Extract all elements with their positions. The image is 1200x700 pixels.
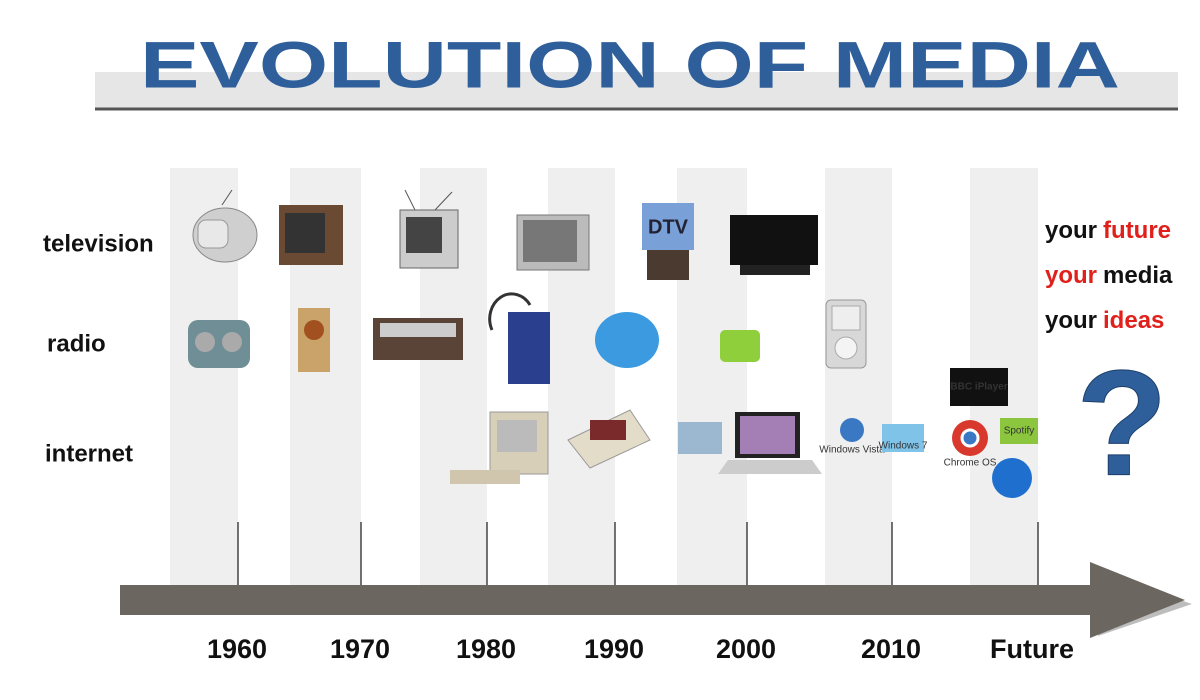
year-label: Future [990, 634, 1074, 664]
stripe [825, 168, 892, 598]
logo-text: Windows 7 [879, 441, 928, 452]
year-label: 1960 [207, 634, 267, 664]
slogan-word: your [1045, 262, 1097, 289]
title-band [95, 72, 1178, 108]
year-label: 1980 [456, 634, 516, 664]
slogan: your media [1045, 262, 1173, 289]
slogan: your future [1045, 217, 1171, 244]
title: EVOLUTION OF MEDIA [140, 27, 1120, 101]
radio-icons [188, 292, 867, 384]
year-label: 2000 [716, 634, 776, 664]
slogan: your ideas [1045, 307, 1164, 334]
slogan-word: ideas [1103, 307, 1164, 334]
slogan-word: media [1103, 262, 1173, 289]
year-label: 1990 [584, 634, 644, 664]
logo-text: DTV [648, 216, 689, 238]
internet-icons: Windows Vista Windows 7 BBC iPlayer Chro… [450, 368, 1038, 498]
question-mark: ? [1076, 339, 1168, 507]
year-label: 2010 [861, 634, 921, 664]
row-label: internet [45, 440, 133, 467]
tv-icons: DTV [192, 189, 818, 280]
slogan-word: your [1045, 307, 1097, 334]
years: 1960 1970 1980 1990 2000 2010 Future [207, 634, 1074, 664]
logo-text: Spotify [1004, 426, 1035, 437]
logo-text: BBC iPlayer [950, 382, 1007, 393]
year-label: 1970 [330, 634, 390, 664]
row-label: television [43, 230, 154, 257]
row-label: radio [47, 330, 106, 357]
logo-text: Chrome OS [944, 458, 997, 469]
slogan-word: your [1045, 217, 1097, 244]
timeline-arrow [120, 562, 1185, 638]
logo-text: Windows Vista [819, 445, 885, 456]
slogan-word: future [1103, 217, 1171, 244]
